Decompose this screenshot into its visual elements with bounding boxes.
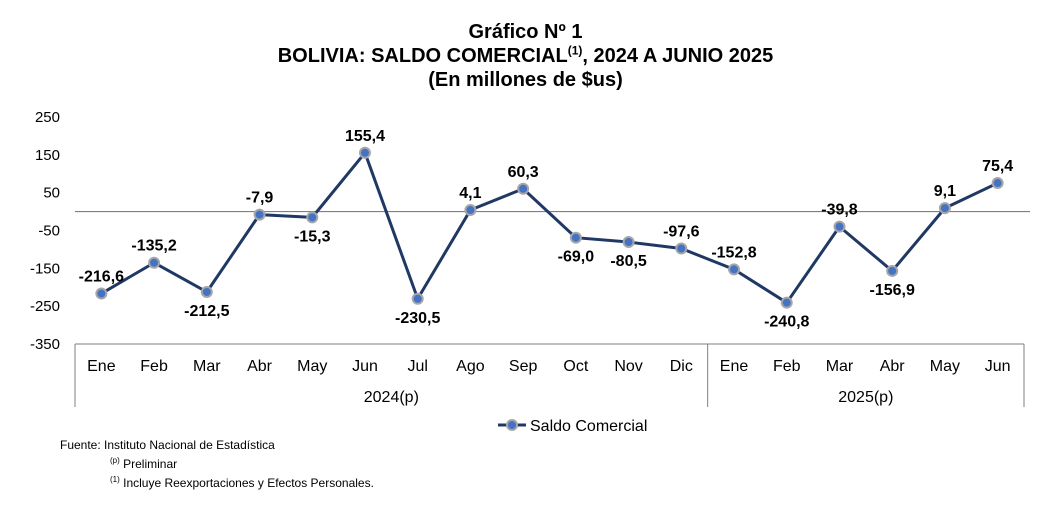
data-point [833,220,846,233]
data-point [306,211,319,224]
x-tick-label: Ene [720,358,749,375]
reexport-note-mark: (1) [110,475,120,484]
data-label: 9,1 [934,183,956,200]
data-point [622,236,635,249]
data-point [200,285,213,298]
x-tick-label: Feb [773,358,801,375]
preliminary-note: (p) Preliminar [60,453,374,472]
data-label: -152,8 [711,244,756,261]
x-tick-label: Dic [670,358,693,375]
data-point [358,146,371,159]
x-tick-label: May [297,358,327,375]
y-tick-label: -350 [30,336,60,353]
data-point [148,256,161,269]
reexport-note-text: Incluye Reexportaciones y Efectos Person… [119,476,374,490]
data-point [517,182,530,195]
x-tick-label: Feb [140,358,168,375]
title-line-3: (En millones de $us) [428,69,623,91]
y-tick-label: -50 [38,223,60,240]
reexport-note: (1) Incluye Reexportaciones y Efectos Pe… [60,472,374,491]
data-label: -7,9 [246,190,274,207]
data-point [991,177,1004,190]
source-note: Fuente: Instituto Nacional de Estadístic… [60,438,275,452]
data-label: -97,6 [663,224,700,241]
title-rest: , 2024 A JUNIO 2025 [582,45,774,67]
x-tick-label: Mar [826,358,854,375]
preliminary-note-mark: (p) [110,456,120,465]
data-label: 4,1 [459,185,481,202]
data-label: -69,0 [558,249,595,266]
x-tick-label: May [930,358,960,375]
x-tick-label: Jul [407,358,427,375]
data-point [95,287,108,300]
data-label: -212,5 [184,303,229,320]
title-line-2: BOLIVIA: SALDO COMERCIAL(1), 2024 A JUNI… [0,44,1051,68]
x-tick-label: Sep [509,358,538,375]
data-label: -230,5 [395,310,440,327]
data-label: -135,2 [131,238,176,255]
data-label: -80,5 [610,253,647,270]
line-chart: 250 150 50 -50 -150 -250 -350 Ene Feb Mar Abr May Ju… [30,109,1030,435]
data-point [411,292,424,305]
data-point [938,202,951,215]
data-label: 60,3 [508,164,539,181]
data-label: -156,9 [870,282,915,299]
group-label: 2024(p) [364,389,419,406]
legend-marker [506,419,518,431]
data-point [780,296,793,309]
legend-label: Saldo Comercial [530,418,647,435]
chart-title: Gráfico Nº 1 BOLIVIA: SALDO COMERCIAL(1)… [0,20,1051,92]
data-point [253,208,266,221]
y-tick-label: 50 [43,185,60,202]
group-label: 2025(p) [838,389,893,406]
data-label: -39,8 [821,202,858,219]
x-tick-label: Abr [247,358,273,375]
data-label: -15,3 [294,228,331,245]
x-tick-label: Jun [352,358,378,375]
data-point [675,242,688,255]
x-tick-label: Ago [456,358,485,375]
x-tick-label: Jun [985,358,1011,375]
x-tick-label: Mar [193,358,221,375]
data-label: -216,6 [79,269,124,286]
x-tick-label: Nov [614,358,642,375]
x-tick-label: Oct [563,358,588,375]
series-line-saldo-comercial [100,151,999,305]
data-label: 155,4 [345,128,385,145]
data-label: -240,8 [764,314,809,331]
data-label: 75,4 [982,158,1013,175]
data-point [886,264,899,277]
footnotes: Fuente: Instituto Nacional de Estadístic… [60,437,374,491]
data-point [464,204,477,217]
data-point [728,263,741,276]
x-tick-label: Abr [880,358,906,375]
preliminary-note-text: Preliminar [119,457,178,471]
title-main: BOLIVIA: SALDO COMERCIAL [277,45,568,67]
x-tick-label: Ene [87,358,116,375]
y-tick-label: -150 [30,260,60,277]
y-tick-label: 150 [35,147,60,164]
title-footnote-mark: (1) [567,43,583,58]
y-tick-label: 250 [35,109,60,126]
y-tick-label: -250 [30,298,60,315]
title-line-1: Gráfico Nº 1 [468,21,583,43]
data-point [569,231,582,244]
